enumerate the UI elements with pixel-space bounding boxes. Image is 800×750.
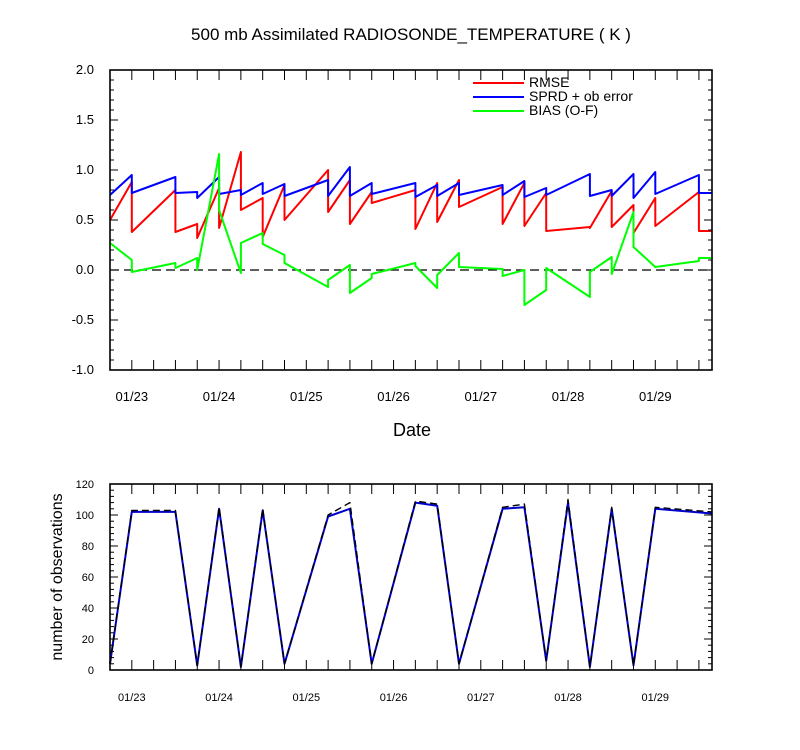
legend-label-sprd: SPRD + ob error xyxy=(529,88,633,104)
bottom-y-axis: 0 20 40 60 80 100 120 xyxy=(76,479,712,677)
x-tick-label: 01/24 xyxy=(203,389,236,404)
x-tick-label: 01/26 xyxy=(380,692,408,704)
y-tick-label: 1.5 xyxy=(76,112,94,127)
y-tick-label: -1.0 xyxy=(72,362,94,377)
y-tick-label: 60 xyxy=(82,572,94,584)
y-tick-label: 120 xyxy=(76,479,94,491)
y-tick-label: 20 xyxy=(82,634,94,646)
legend-label-bias: BIAS (O-F) xyxy=(529,102,598,118)
series-line-bias-o-f xyxy=(109,153,712,306)
bottom-series-group xyxy=(109,498,713,668)
x-tick-label: 01/28 xyxy=(554,692,582,704)
top-plot-frame xyxy=(109,69,713,371)
top-y-axis: -1.0 -0.5 0.0 0.5 1.0 1.5 2.0 xyxy=(72,62,712,377)
y-tick-label: 40 xyxy=(82,603,94,615)
x-tick-label: 01/29 xyxy=(639,389,672,404)
y-axis-label: number of observations xyxy=(49,493,66,660)
chart-title: 500 mb Assimilated RADIOSONDE_TEMPERATUR… xyxy=(191,25,631,44)
x-tick-label: 01/28 xyxy=(552,389,585,404)
legend: RMSE SPRD + ob error BIAS (O-F) xyxy=(473,74,633,118)
y-tick-label: 0.5 xyxy=(76,212,94,227)
legend-label-rmse: RMSE xyxy=(529,74,569,90)
y-tick-label: 100 xyxy=(76,510,94,522)
x-tick-label: 01/23 xyxy=(118,692,146,704)
x-axis-label: Date xyxy=(393,420,431,440)
x-tick-label: 01/25 xyxy=(293,692,321,704)
x-tick-label: 01/27 xyxy=(465,389,498,404)
x-tick-label: 01/26 xyxy=(377,389,410,404)
x-tick-label: 01/29 xyxy=(642,692,670,704)
top-series-group xyxy=(109,151,712,306)
x-tick-label: 01/27 xyxy=(467,692,495,704)
x-tick-label: 01/24 xyxy=(205,692,233,704)
y-tick-label: 80 xyxy=(82,541,94,553)
y-tick-label: 0 xyxy=(88,665,94,677)
x-tick-label: 01/23 xyxy=(116,389,149,404)
y-tick-label: 0.0 xyxy=(76,262,94,277)
top-x-axis: 01/23 01/24 01/25 01/26 01/27 01/28 01/29 xyxy=(109,70,700,404)
y-tick-label: 2.0 xyxy=(76,62,94,77)
y-tick-label: -0.5 xyxy=(72,312,94,327)
x-tick-label: 01/25 xyxy=(290,389,323,404)
bottom-x-axis: 01/23 01/24 01/25 01/26 01/27 01/28 01/29 xyxy=(109,484,700,704)
series-line-possible xyxy=(109,498,713,668)
y-tick-label: 1.0 xyxy=(76,162,94,177)
series-line-sprd-ob-error xyxy=(109,166,712,199)
